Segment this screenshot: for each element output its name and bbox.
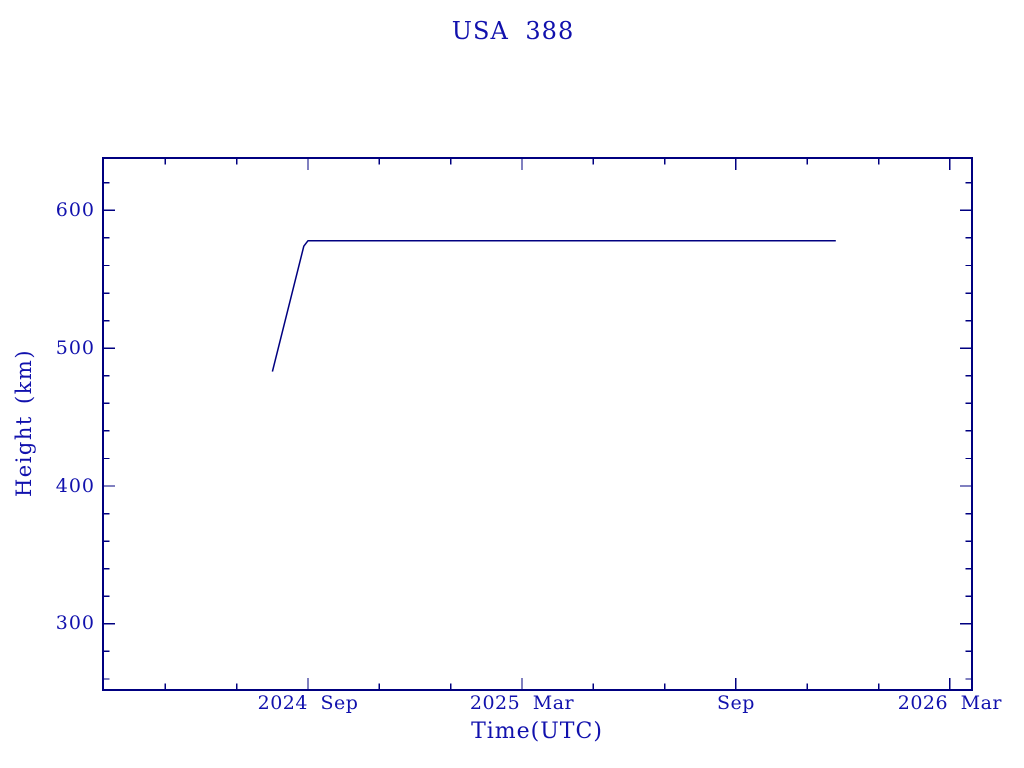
x-tick-label: 2026 Mar bbox=[897, 692, 1003, 714]
x-tick-label: Sep bbox=[716, 692, 755, 714]
x-tick-label: 2024 Sep bbox=[257, 692, 359, 714]
axes-frame bbox=[102, 157, 973, 691]
y-tick-label: 600 bbox=[55, 198, 95, 221]
x-tick-label: 2025 Mar bbox=[469, 692, 575, 714]
y-tick-label: 300 bbox=[55, 612, 95, 635]
y-axis-label: Height (km) bbox=[12, 348, 36, 498]
y-tick-label: 500 bbox=[55, 336, 95, 359]
x-axis-label: Time(UTC) bbox=[471, 719, 603, 744]
height-series-line bbox=[271, 239, 836, 372]
axis-ticks bbox=[103, 158, 972, 690]
chart-title: USA 388 bbox=[451, 17, 575, 45]
y-tick-label: 400 bbox=[55, 474, 95, 497]
